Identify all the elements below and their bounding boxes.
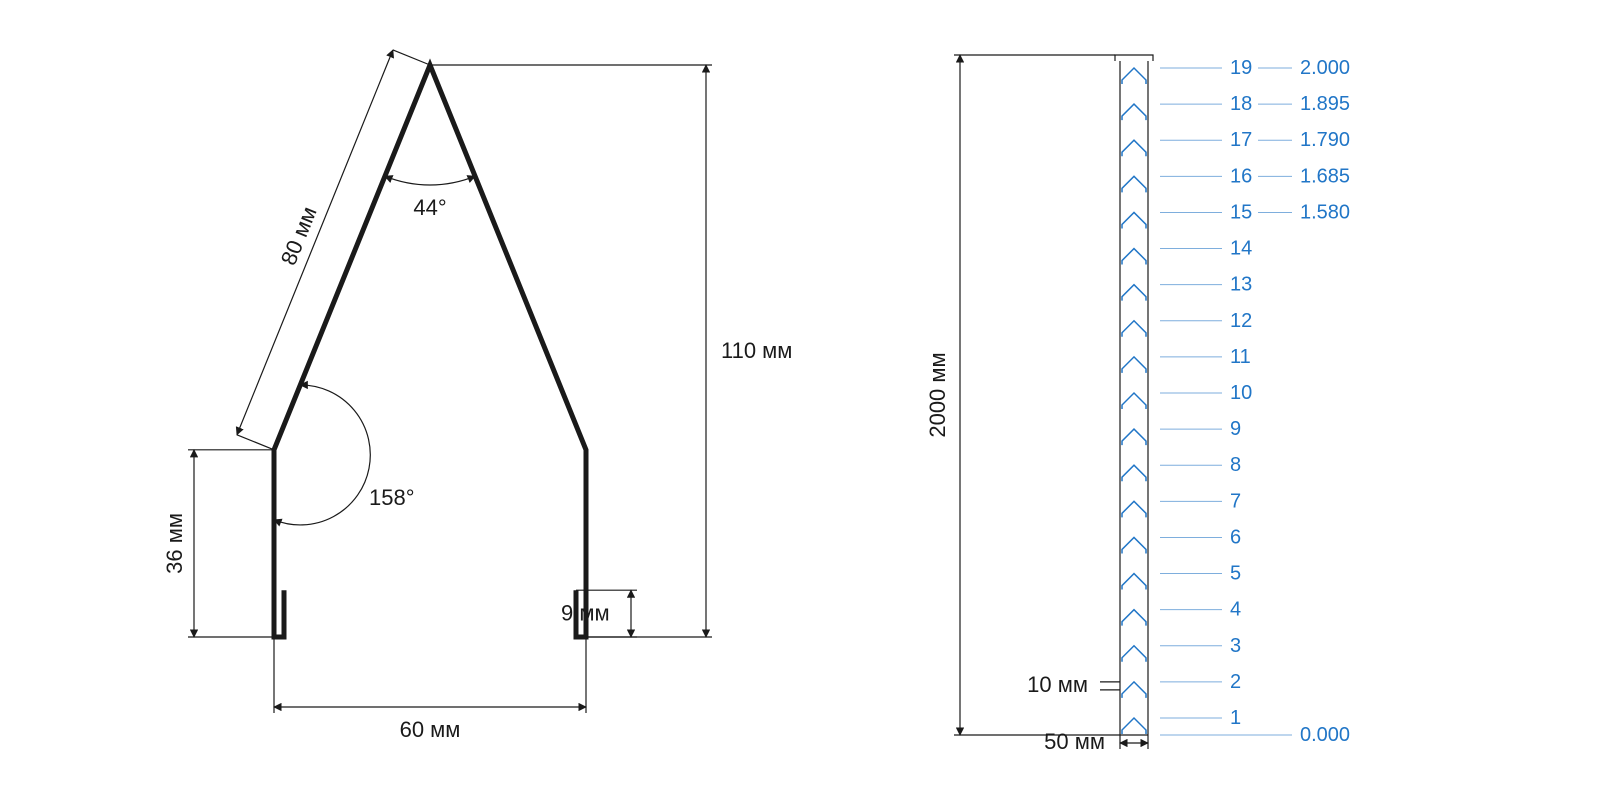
chevron-index: 8: [1230, 454, 1241, 476]
label-hook: 9 мм: [561, 601, 610, 626]
chevron-index: 14: [1230, 238, 1252, 260]
chevron: [1122, 212, 1146, 228]
chevron-value: 1.790: [1300, 129, 1350, 151]
chevron: [1122, 610, 1146, 626]
chevron-index: 5: [1230, 563, 1241, 585]
chevron-value: 2.000: [1300, 57, 1350, 79]
chevron-index: 2: [1230, 671, 1241, 693]
label-total-height: 2000 мм: [925, 352, 950, 437]
chevron-index: 12: [1230, 310, 1252, 332]
label-height: 110 мм: [721, 338, 792, 363]
chevron: [1122, 104, 1146, 120]
chevron-index: 10: [1230, 382, 1252, 404]
chevron-index: 3: [1230, 635, 1241, 657]
value-bottom: 0.000: [1300, 724, 1350, 746]
chevron: [1122, 465, 1146, 481]
chevron: [1122, 682, 1146, 698]
chevron-index: 4: [1230, 599, 1241, 621]
chevron-index: 15: [1230, 201, 1252, 223]
chevron-value: 1.580: [1300, 201, 1350, 223]
chevron: [1122, 718, 1146, 734]
chevron-value: 1.685: [1300, 165, 1350, 187]
label-inner-angle: 158°: [369, 485, 415, 510]
chevron: [1122, 357, 1146, 373]
chevron-index: 1: [1230, 707, 1241, 729]
label-plank-width: 50 мм: [1044, 729, 1105, 754]
chevron: [1122, 537, 1146, 553]
profile-outline: [274, 65, 586, 637]
angle-arc-inner: [274, 385, 370, 525]
chevron: [1122, 140, 1146, 156]
chevron: [1122, 393, 1146, 409]
chevron: [1122, 501, 1146, 517]
chevron: [1122, 429, 1146, 445]
cross-section-profile: 44° 158° 110 мм 60 мм 80 мм 36 мм 9 мм: [162, 50, 792, 742]
label-step: 10 мм: [1027, 672, 1088, 697]
chevron-index: 13: [1230, 274, 1252, 296]
chevron-index: 7: [1230, 490, 1241, 512]
chevron-index: 9: [1230, 418, 1241, 440]
chevron: [1122, 68, 1146, 84]
chevron-index: 16: [1230, 165, 1252, 187]
chevron: [1122, 646, 1146, 662]
elevation-view: 192.000181.895171.790161.685151.58014131…: [925, 55, 1350, 754]
label-width: 60 мм: [400, 717, 461, 742]
technical-drawing: 44°158°110 мм60 мм80 мм36 мм9 мм 192.000…: [0, 0, 1600, 800]
chevron-value: 1.895: [1300, 93, 1350, 115]
chevron: [1122, 321, 1146, 337]
dim-side: [237, 50, 393, 435]
chevron-index: 19: [1230, 57, 1252, 79]
chevron-index: 18: [1230, 93, 1252, 115]
label-leg: 36 мм: [162, 513, 187, 574]
plank-cap: [1115, 55, 1153, 61]
angle-arc-top: [385, 176, 475, 185]
chevron: [1122, 176, 1146, 192]
label-top-angle: 44°: [413, 195, 446, 220]
chevron: [1122, 574, 1146, 590]
chevron-index: 6: [1230, 526, 1241, 548]
label-side: 80 мм: [276, 203, 322, 269]
chevron: [1122, 285, 1146, 301]
chevron-index: 11: [1230, 346, 1251, 368]
chevron-index: 17: [1230, 129, 1252, 151]
chevron: [1122, 249, 1146, 265]
